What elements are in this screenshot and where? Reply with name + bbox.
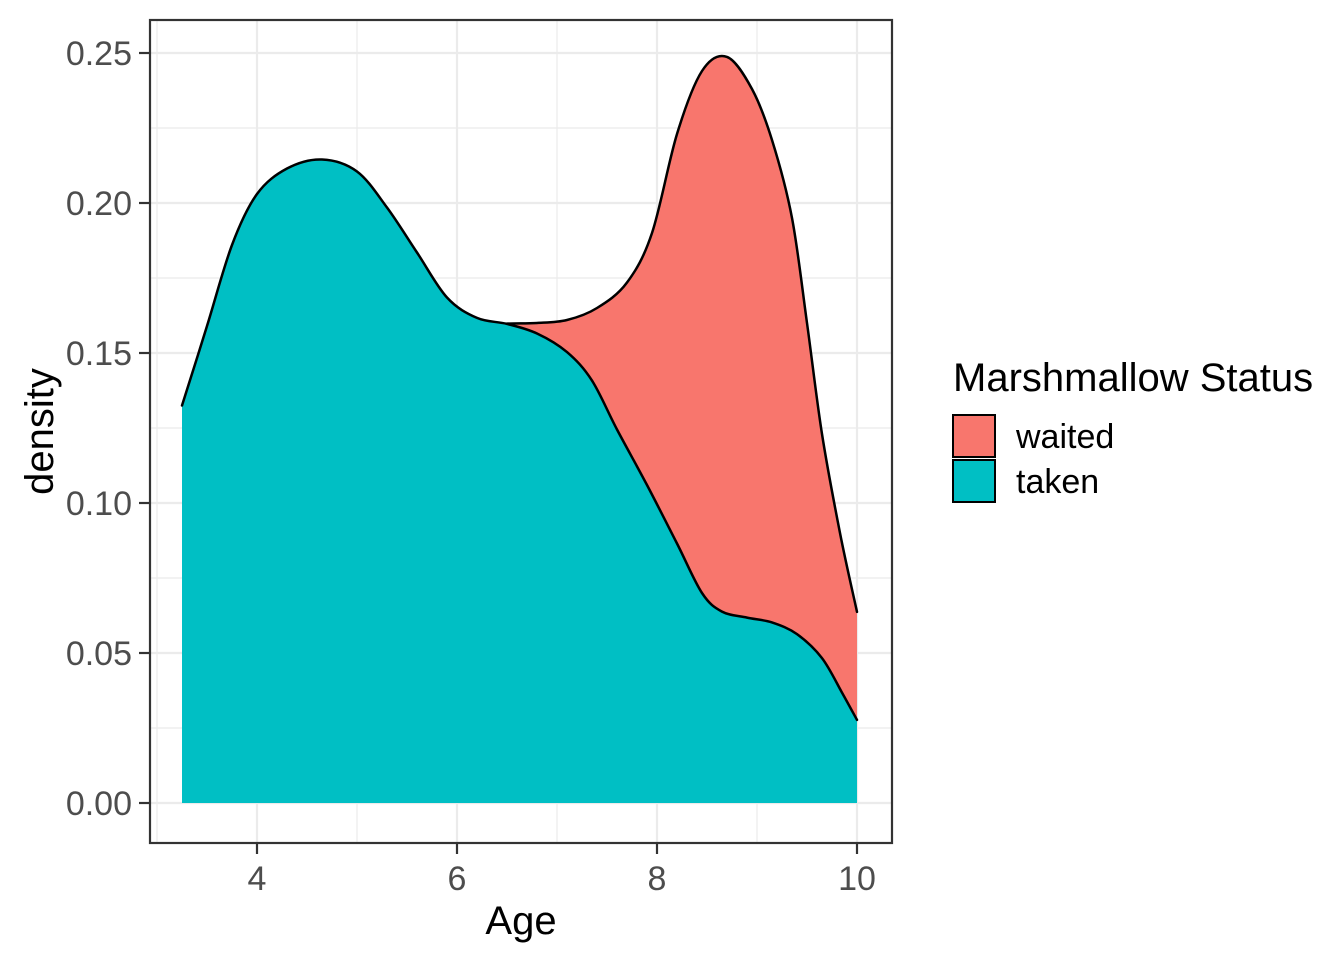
density-series-layer [180, 54, 859, 804]
x-tick-label: 8 [648, 860, 667, 898]
legend-key-waited [952, 414, 996, 458]
y-tick-label: 0.20 [66, 185, 132, 223]
x-tick-label: 6 [448, 860, 467, 898]
y-tick-label: 0.10 [66, 485, 132, 523]
legend-label-taken: taken [1016, 463, 1099, 501]
legend-label-waited: waited [1015, 418, 1114, 456]
y-tick-label: 0.15 [66, 335, 132, 373]
density-area-taken [182, 159, 857, 803]
panel-border [148, 18, 894, 845]
y-tick-label: 0.25 [66, 35, 132, 73]
x-tick-label: 4 [248, 860, 267, 898]
axis-layer: 4 6 8 10 0.00 0.05 0.10 0.15 0.20 0.25 [66, 35, 876, 898]
x-tick-label: 10 [838, 860, 876, 898]
y-tick-label: 0.05 [66, 635, 132, 673]
density-curve-taken [180, 158, 859, 722]
legend-key-taken [952, 459, 996, 503]
x-axis-title: Age [485, 899, 556, 943]
y-axis-title: density [18, 368, 62, 495]
density-curve-waited [475, 54, 859, 614]
legend: Marshmallow Status waited taken [952, 356, 1313, 503]
y-tick-label: 0.00 [66, 785, 132, 823]
legend-title: Marshmallow Status [953, 356, 1313, 400]
